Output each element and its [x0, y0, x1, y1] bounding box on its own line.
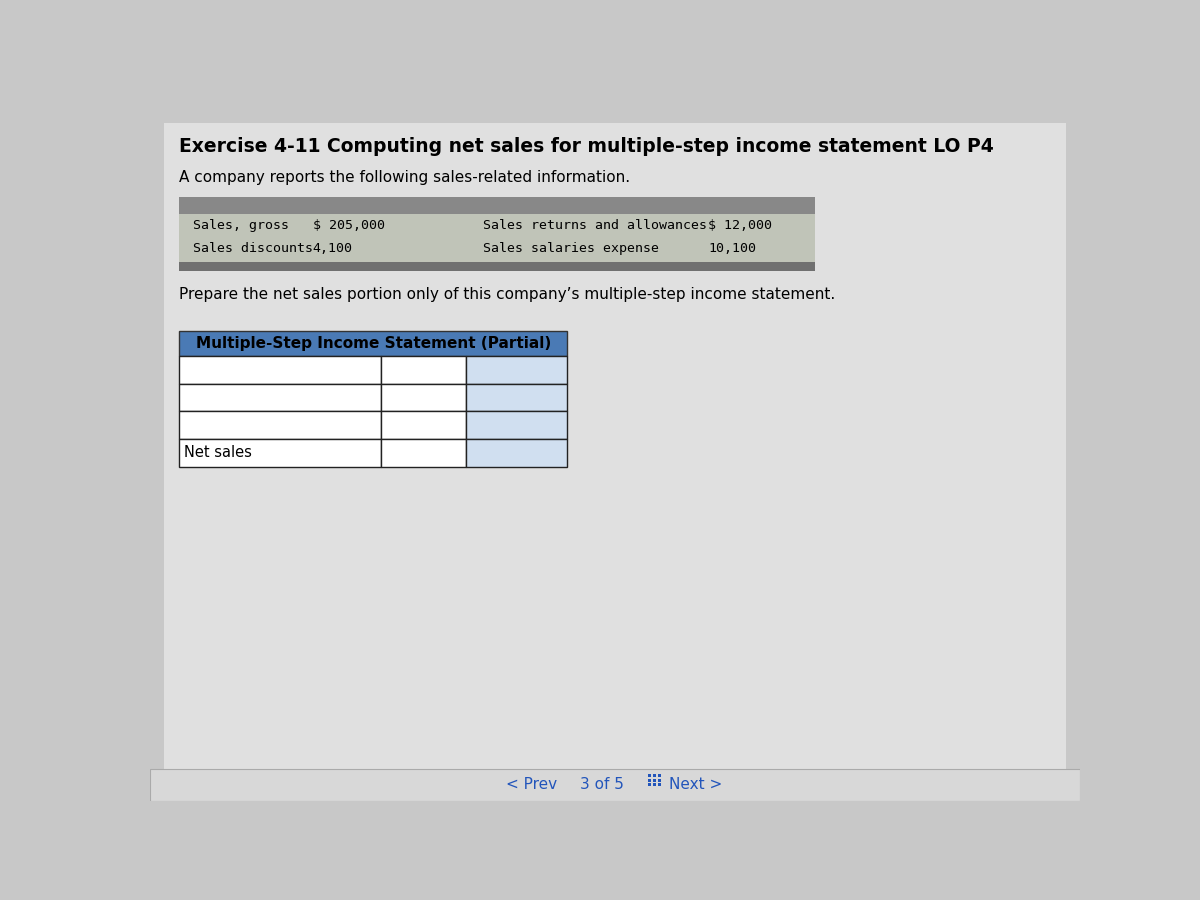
- FancyBboxPatch shape: [180, 197, 815, 214]
- Text: Sales returns and allowances: Sales returns and allowances: [484, 219, 707, 232]
- FancyBboxPatch shape: [380, 411, 466, 439]
- FancyBboxPatch shape: [658, 778, 661, 782]
- FancyBboxPatch shape: [653, 783, 656, 787]
- FancyBboxPatch shape: [466, 439, 566, 467]
- FancyBboxPatch shape: [648, 774, 652, 777]
- Text: Exercise 4-11 Computing net sales for multiple-step income statement LO P4: Exercise 4-11 Computing net sales for mu…: [180, 138, 995, 157]
- FancyBboxPatch shape: [466, 356, 566, 383]
- FancyBboxPatch shape: [150, 769, 1080, 801]
- FancyBboxPatch shape: [180, 262, 815, 271]
- FancyBboxPatch shape: [653, 774, 656, 777]
- FancyBboxPatch shape: [380, 439, 466, 467]
- Text: $ 205,000: $ 205,000: [313, 219, 385, 232]
- FancyBboxPatch shape: [658, 783, 661, 787]
- Text: < Prev: < Prev: [506, 778, 558, 792]
- Text: Sales salaries expense: Sales salaries expense: [484, 242, 659, 255]
- FancyBboxPatch shape: [180, 331, 566, 356]
- Text: Sales discounts: Sales discounts: [193, 242, 313, 255]
- Text: 4,100: 4,100: [313, 242, 353, 255]
- Text: Net sales: Net sales: [184, 446, 252, 461]
- FancyBboxPatch shape: [180, 214, 815, 262]
- FancyBboxPatch shape: [180, 439, 380, 467]
- FancyBboxPatch shape: [180, 383, 380, 411]
- FancyBboxPatch shape: [653, 778, 656, 782]
- Text: Sales, gross: Sales, gross: [193, 219, 289, 232]
- Text: 10,100: 10,100: [708, 242, 756, 255]
- FancyBboxPatch shape: [380, 356, 466, 383]
- Text: Prepare the net sales portion only of this company’s multiple-step income statem: Prepare the net sales portion only of th…: [180, 286, 835, 302]
- FancyBboxPatch shape: [164, 123, 1066, 788]
- Text: $ 12,000: $ 12,000: [708, 219, 772, 232]
- FancyBboxPatch shape: [180, 356, 380, 383]
- Text: Multiple-Step Income Statement (Partial): Multiple-Step Income Statement (Partial): [196, 336, 551, 351]
- FancyBboxPatch shape: [180, 411, 380, 439]
- FancyBboxPatch shape: [648, 778, 652, 782]
- FancyBboxPatch shape: [658, 774, 661, 777]
- FancyBboxPatch shape: [648, 783, 652, 787]
- Text: Next >: Next >: [670, 778, 722, 792]
- Text: A company reports the following sales-related information.: A company reports the following sales-re…: [180, 169, 630, 184]
- FancyBboxPatch shape: [466, 383, 566, 411]
- Text: 3 of 5: 3 of 5: [580, 778, 624, 792]
- FancyBboxPatch shape: [466, 411, 566, 439]
- FancyBboxPatch shape: [380, 383, 466, 411]
